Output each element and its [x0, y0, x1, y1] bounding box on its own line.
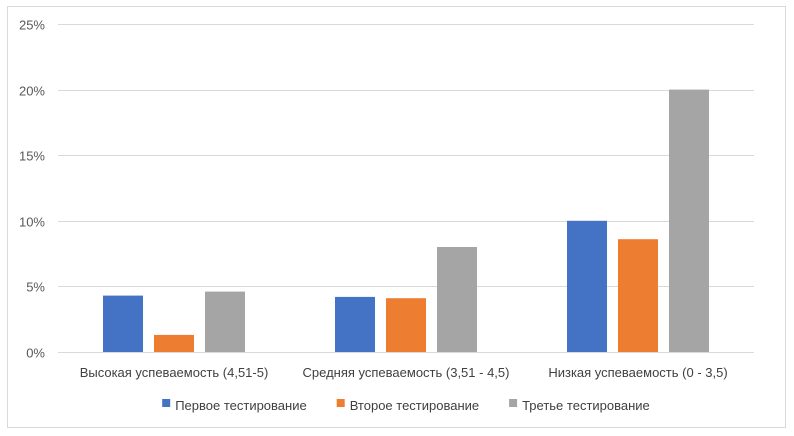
x-category-label: Высокая успеваемость (4,51-5): [80, 365, 269, 380]
bar: [669, 89, 709, 352]
bar: [154, 334, 194, 352]
x-category-label: Средняя успеваемость (3,51 - 4,5): [303, 365, 510, 380]
y-tick-label: 25%: [19, 18, 45, 33]
y-tick-label: 20%: [19, 84, 45, 99]
bar: [103, 295, 143, 352]
legend-swatch: [336, 399, 345, 407]
y-tick-label: 0%: [26, 346, 45, 361]
legend-label: Второе тестирование: [350, 398, 479, 413]
bar: [205, 291, 245, 352]
bar: [437, 247, 477, 352]
y-tick-label: 15%: [19, 149, 45, 164]
bar: [386, 298, 426, 352]
legend-label: Первое тестирование: [175, 398, 307, 413]
bar: [618, 239, 658, 352]
bar: [567, 220, 607, 352]
chart-frame: [7, 6, 786, 428]
bar: [335, 296, 375, 352]
x-category-label: Низкая успеваемость (0 - 3,5): [548, 365, 727, 380]
y-tick-label: 5%: [26, 280, 45, 295]
legend-swatch: [509, 399, 518, 407]
legend-label: Третье тестирование: [522, 398, 650, 413]
legend-swatch: [162, 399, 171, 407]
y-tick-label: 10%: [19, 215, 45, 230]
